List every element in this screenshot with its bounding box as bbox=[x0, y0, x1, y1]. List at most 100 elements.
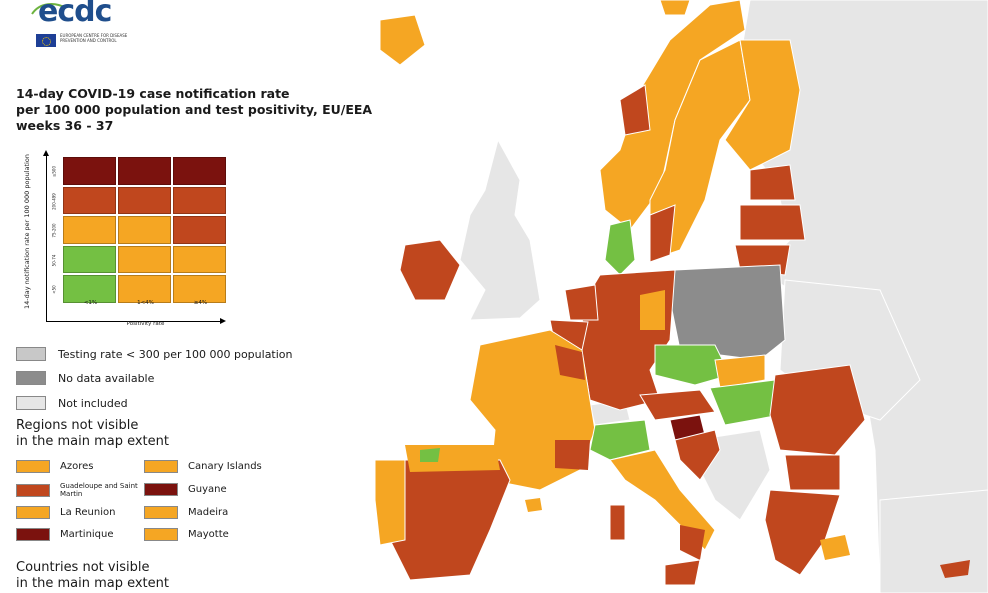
not-included-swatch bbox=[16, 396, 46, 410]
matrix-cell bbox=[63, 186, 116, 214]
matrix-y-label: 14-day notification rate per 100 000 pop… bbox=[23, 154, 31, 309]
legend-testing: Testing rate < 300 per 100 000 populatio… bbox=[16, 347, 293, 361]
ireland-region bbox=[399, 239, 461, 301]
finland-region bbox=[724, 39, 801, 171]
legend-testing-label: Testing rate < 300 per 100 000 populatio… bbox=[58, 347, 293, 361]
testing-swatch bbox=[16, 347, 46, 361]
matrix-cell bbox=[173, 275, 226, 303]
matrix-y-axis bbox=[43, 150, 49, 322]
title-line-2: per 100 000 population and test positivi… bbox=[16, 102, 373, 117]
denmark-region bbox=[604, 219, 636, 276]
italy-red-south bbox=[680, 525, 705, 560]
sicily-region bbox=[664, 559, 701, 586]
sweden-red-south bbox=[649, 204, 676, 263]
y-tick: 200-499 bbox=[51, 192, 57, 210]
region-label: Martinique bbox=[60, 529, 114, 540]
region-label: Azores bbox=[60, 461, 94, 472]
legend-no-data-label: No data available bbox=[58, 371, 155, 385]
countries-heading-line-1: Countries not visible bbox=[16, 560, 150, 575]
romania-region bbox=[769, 364, 866, 456]
region-mayotte: Mayotte bbox=[144, 528, 229, 541]
matrix-cell bbox=[118, 245, 171, 273]
region-canary-islands: Canary Islands bbox=[144, 460, 262, 473]
legend-not-included: Not included bbox=[16, 396, 128, 410]
europe-map bbox=[320, 0, 988, 593]
slovakia-region bbox=[714, 354, 766, 389]
greece-islands bbox=[820, 535, 850, 560]
matrix-cell bbox=[173, 216, 226, 244]
y-tick: 50-74 bbox=[51, 254, 57, 266]
bulgaria-region bbox=[784, 454, 841, 491]
region-madeira: Madeira bbox=[144, 506, 228, 519]
logo-subtitle: EUROPEAN CENTRE FOR DISEASE PREVENTION A… bbox=[60, 33, 128, 43]
croatia-region bbox=[674, 429, 721, 481]
matrix-cell bbox=[173, 186, 226, 214]
region-azores: Azores bbox=[16, 460, 93, 473]
guyane-swatch bbox=[144, 483, 178, 496]
italy-north-region bbox=[589, 419, 651, 461]
matrix-x-axis bbox=[46, 318, 226, 324]
matrix-x-ticks: <1% 1<4% ≥4% bbox=[63, 300, 228, 306]
spain-green-north bbox=[420, 448, 440, 462]
y-tick: 75-200 bbox=[51, 223, 57, 238]
regions-heading: Regions not visible in the main map exte… bbox=[16, 418, 216, 450]
map-title: 14-day COVID-19 case notification rate p… bbox=[16, 86, 396, 134]
latvia-region bbox=[739, 204, 806, 241]
matrix-cell bbox=[118, 186, 171, 214]
x-tick: <1% bbox=[83, 300, 98, 306]
x-tick: 1<4% bbox=[137, 300, 154, 306]
region-label: La Reunion bbox=[60, 507, 116, 518]
y-tick: <50 bbox=[51, 285, 57, 294]
iceland-cut bbox=[659, 0, 691, 16]
italy-region bbox=[609, 449, 716, 551]
hungary-region bbox=[709, 379, 781, 426]
regions-heading-line-1: Regions not visible bbox=[16, 418, 139, 433]
martinique-swatch bbox=[16, 528, 50, 541]
madeira-swatch bbox=[144, 506, 178, 519]
matrix-grid bbox=[63, 157, 226, 303]
matrix-cell bbox=[63, 245, 116, 273]
mayotte-swatch bbox=[144, 528, 178, 541]
matrix-cell bbox=[63, 216, 116, 244]
region-label: Guyane bbox=[188, 484, 227, 495]
matrix-x-label: Positivity rate bbox=[126, 321, 165, 327]
matrix-cell bbox=[118, 157, 171, 185]
svalbard-island bbox=[379, 14, 426, 66]
cyprus-island bbox=[940, 560, 970, 578]
portugal-region bbox=[374, 459, 406, 546]
title-line-1: 14-day COVID-19 case notification rate bbox=[16, 86, 290, 101]
countries-heading: Countries not visible in the main map ex… bbox=[16, 560, 216, 592]
region-la-reunion: La Reunion bbox=[16, 506, 115, 519]
spain-orange-north bbox=[405, 445, 500, 472]
region-martinique: Martinique bbox=[16, 528, 114, 541]
matrix-cell bbox=[118, 216, 171, 244]
matrix-cell bbox=[63, 275, 116, 303]
germany-orange-east bbox=[640, 290, 665, 330]
austria-region bbox=[639, 389, 716, 421]
la-reunion-swatch bbox=[16, 506, 50, 519]
logo-wordmark: ecdc bbox=[38, 0, 112, 29]
canary-swatch bbox=[144, 460, 178, 473]
netherlands-region bbox=[564, 284, 599, 321]
y-tick: ≥500 bbox=[51, 166, 57, 177]
ecdc-logo: ecdc EUROPEAN CENTRE FOR DISEASE PREVENT… bbox=[30, 0, 140, 60]
matrix-cell bbox=[173, 157, 226, 185]
guadeloupe-swatch bbox=[16, 483, 50, 497]
azores-swatch bbox=[16, 460, 50, 473]
countries-heading-line-2: in the main map extent bbox=[16, 576, 169, 591]
region-label: Mayotte bbox=[188, 529, 229, 540]
region-guyane: Guyane bbox=[144, 483, 227, 496]
title-line-3: weeks 36 - 37 bbox=[16, 118, 114, 133]
greece-region bbox=[764, 489, 841, 576]
sardinia-region bbox=[609, 504, 626, 541]
region-guadeloupe: Guadeloupe and Saint Martin bbox=[16, 482, 140, 498]
no-data-swatch bbox=[16, 371, 46, 385]
x-tick: ≥4% bbox=[193, 300, 208, 306]
eu-flag-icon bbox=[36, 34, 56, 47]
europe-map-svg bbox=[374, 0, 988, 593]
legend-no-data: No data available bbox=[16, 371, 154, 385]
france-red-south bbox=[555, 440, 590, 470]
legend-not-included-label: Not included bbox=[58, 396, 128, 410]
estonia-region bbox=[749, 164, 796, 201]
logo-swirl-icon bbox=[31, 3, 67, 15]
